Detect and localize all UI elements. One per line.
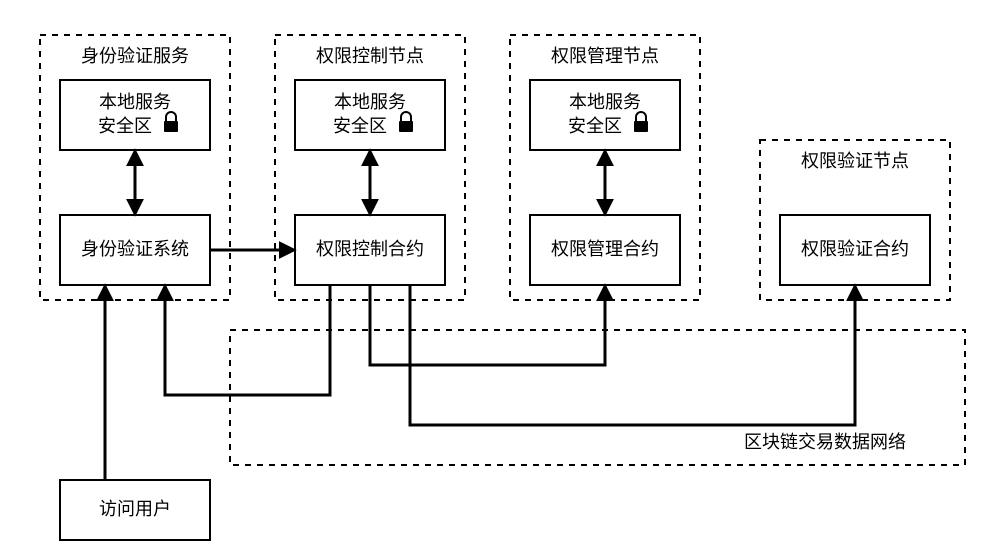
user-label: 访问用户 bbox=[99, 499, 171, 519]
perm_control_group-label: 权限控制节点 bbox=[316, 46, 424, 66]
auth_service_group-label: 身份验证服务 bbox=[81, 46, 189, 66]
perm_control-label: 权限控制合约 bbox=[316, 239, 424, 259]
perm_verify-label: 权限验证合约 bbox=[801, 239, 909, 259]
perm_manage-label: 权限管理合约 bbox=[551, 239, 659, 259]
auth_system-label: 身份验证系统 bbox=[81, 239, 189, 259]
perm_manage_group-label: 权限管理节点 bbox=[551, 46, 659, 66]
edge-elbow-7 bbox=[410, 285, 855, 425]
blockchain_group-label: 区块链交易数据网络 bbox=[744, 432, 906, 452]
architecture-diagram: 身份验证服务 权限控制节点 权限管理节点权限验证节点区块链交易数据网络 本地服务安全区… bbox=[0, 0, 1000, 558]
local_sec_3-line2: 安全区 bbox=[568, 116, 622, 136]
perm_verify_group-label: 权限验证节点 bbox=[801, 151, 909, 171]
edge-elbow-5 bbox=[165, 285, 330, 395]
local_sec_2-line2: 安全区 bbox=[333, 116, 387, 136]
local_sec_3-line1: 本地服务 bbox=[569, 92, 641, 112]
local_sec_2-line1: 本地服务 bbox=[334, 92, 406, 112]
local_sec_1-line2: 安全区 bbox=[98, 116, 152, 136]
edge-elbow-6 bbox=[370, 285, 605, 365]
local_sec_1-line1: 本地服务 bbox=[99, 92, 171, 112]
